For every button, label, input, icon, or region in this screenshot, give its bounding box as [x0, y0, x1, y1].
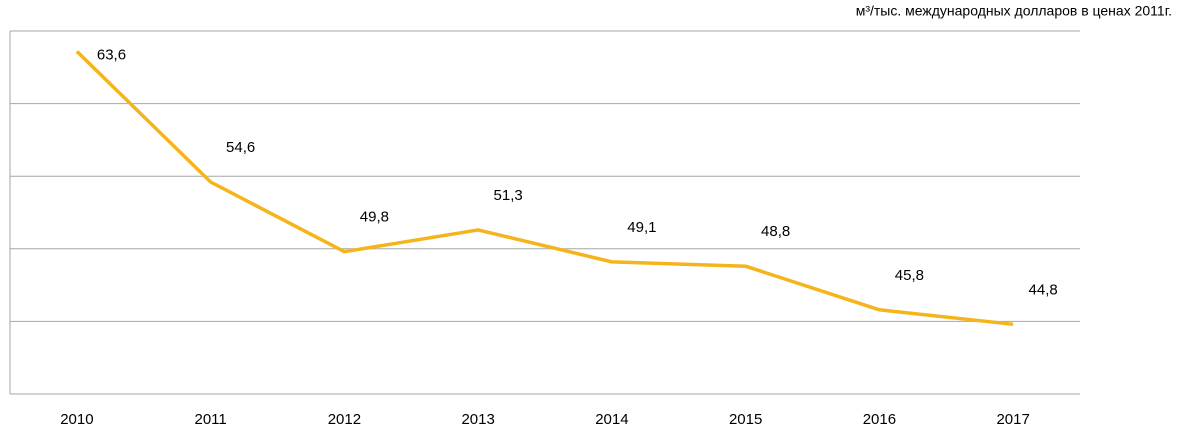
- data-label: 49,8: [360, 209, 389, 226]
- data-label: 54,6: [226, 139, 255, 156]
- data-label: 45,8: [895, 267, 924, 284]
- unit-label: м³/тыс. международных долларов в ценах 2…: [856, 3, 1172, 19]
- x-tick-label: 2010: [60, 411, 93, 428]
- line-series: [75, 50, 1014, 327]
- x-tick-label: 2012: [328, 411, 361, 428]
- data-label: 48,8: [761, 223, 790, 240]
- x-tick-label: 2015: [729, 411, 762, 428]
- data-label: 51,3: [494, 187, 523, 204]
- data-label: 49,1: [627, 219, 656, 236]
- x-tick-label: 2017: [996, 411, 1029, 428]
- x-tick-label: 2014: [595, 411, 628, 428]
- x-tick-label: 2016: [863, 411, 896, 428]
- data-label: 63,6: [97, 46, 126, 63]
- x-tick-label: 2011: [194, 411, 226, 428]
- x-tick-label: 2013: [461, 411, 494, 428]
- data-label: 44,8: [1029, 281, 1058, 298]
